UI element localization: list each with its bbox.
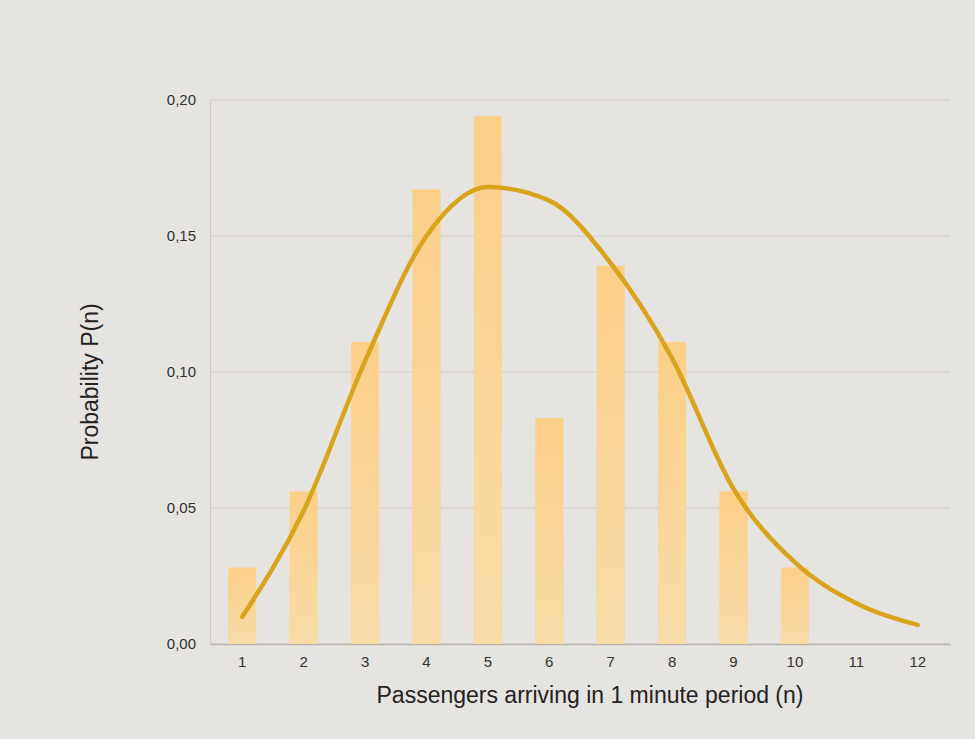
x-tick: 1 [238,644,246,670]
x-tick-label: 7 [607,653,615,670]
x-axis-title: Passengers arriving in 1 minute period (… [377,682,804,708]
y-tick-label: 0,05 [167,499,196,516]
grid-line [210,508,950,509]
x-tick: 10 [787,644,804,670]
x-tick: 4 [422,644,430,670]
grid-line [210,100,950,101]
line [242,187,918,625]
plot-area [228,116,917,644]
y-tick: 0,20 [167,91,210,108]
x-axis: 123456789101112 [211,644,951,670]
x-tick: 5 [484,644,492,670]
x-tick-label: 10 [787,653,804,670]
y-axis: 0,00 0,05 0,10 0,15 0,20 [167,91,211,652]
y-tick: 0,05 [167,499,210,516]
x-tick-label: 8 [668,653,676,670]
x-tick-label: 11 [849,653,865,670]
y-tick-label: 0,20 [167,91,196,108]
x-tick-label: 6 [545,653,553,670]
y-tick-label: 0,15 [167,227,196,244]
x-tick-label: 9 [729,653,737,670]
x-tick: 6 [545,644,553,670]
bar [474,116,502,644]
y-tick: 0,00 [167,635,210,652]
x-axis-line [211,644,951,646]
x-tick: 2 [299,644,307,670]
y-tick-label: 0,00 [167,635,196,652]
x-tick: 9 [729,644,737,670]
y-tick: 0,10 [167,363,210,380]
x-tick: 7 [607,644,615,670]
grid [210,100,950,644]
x-tick: 11 [849,644,865,670]
x-tick-label: 2 [299,653,307,670]
y-axis-title: Probability P(n) [77,303,103,460]
x-tick-label: 3 [361,653,369,670]
y-axis-line [210,101,211,645]
bar [228,568,256,644]
bar [781,568,809,644]
x-tick-label: 5 [484,653,492,670]
bar [597,266,625,644]
grid-line [210,236,950,237]
x-tick-label: 12 [909,653,926,670]
grid-line [210,372,950,373]
bar [658,342,686,644]
bar [413,190,441,644]
background [0,0,975,739]
bar [720,492,748,644]
y-tick-label: 0,10 [167,363,196,380]
x-tick-label: 4 [422,653,430,670]
grid-line [210,644,950,645]
y-tick: 0,15 [167,227,210,244]
bar-series [228,116,808,644]
x-tick: 8 [668,644,676,670]
x-tick-label: 1 [238,653,246,670]
x-tick: 3 [361,644,369,670]
bar [535,418,563,644]
chart: 0,000,050,100,150,20123456789101112Passe… [0,0,975,739]
x-tick: 12 [909,644,926,670]
